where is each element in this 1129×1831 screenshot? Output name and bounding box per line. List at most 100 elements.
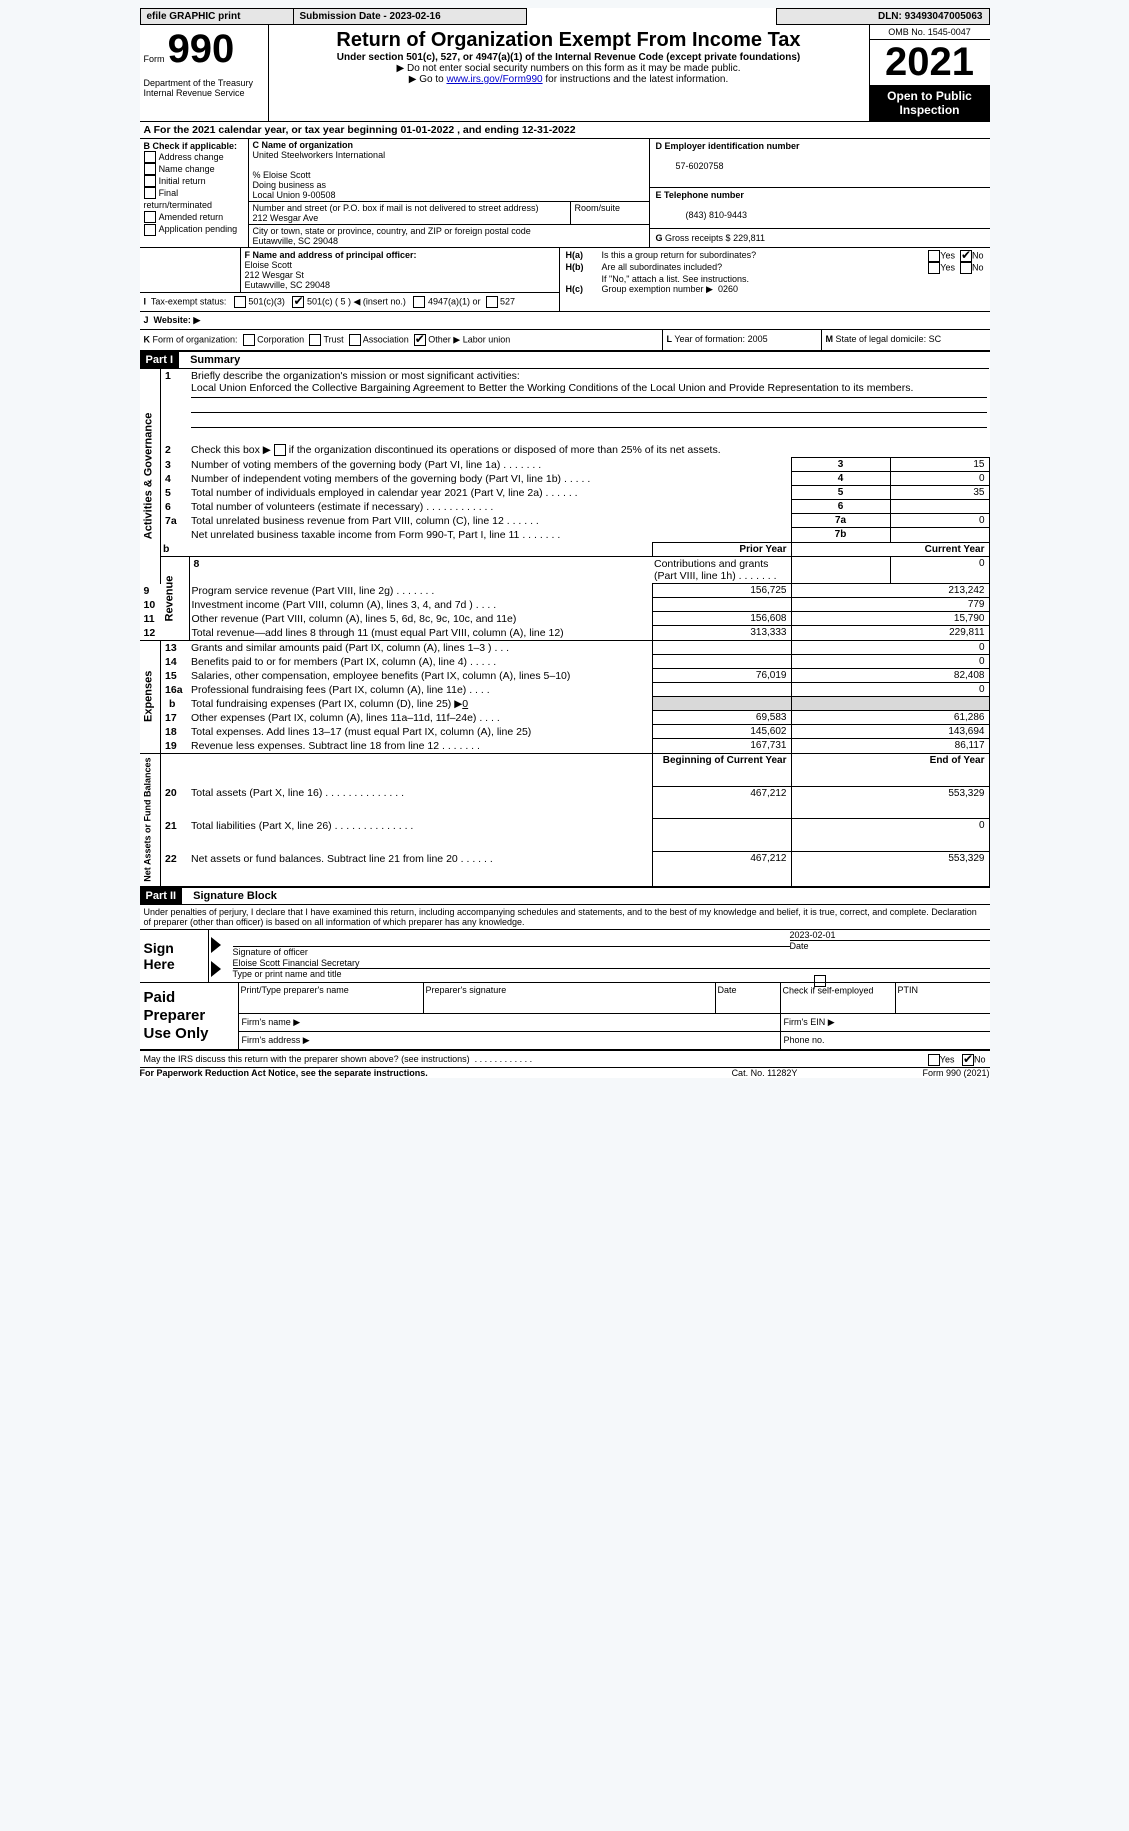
paid-preparer-block: Paid Preparer Use Only Print/Type prepar… [140,983,990,1051]
discuss-yes-box[interactable] [928,1054,940,1066]
org-name: United Steelworkers International [253,150,386,160]
h-a-yes-box[interactable] [928,250,940,262]
dept-treasury: Department of the Treasury Internal Reve… [144,78,264,98]
h-b-no-box[interactable] [960,262,972,274]
vlabel-revenue: Revenue [161,557,190,641]
sign-here-label: Sign Here [140,930,209,983]
box-b-item: Initial return [144,175,244,187]
h-b-yes-box[interactable] [928,262,940,274]
exp-row: 14Benefits paid to or for members (Part … [140,655,990,669]
officer-name: Eloise Scott [245,260,293,270]
footer-left: For Paperwork Reduction Act Notice, see … [140,1068,690,1078]
year-formation: 2005 [748,334,768,344]
exp-row: 16aProfessional fundraising fees (Part I… [140,683,990,697]
rev-row: 10Investment income (Part VIII, column (… [140,598,990,612]
sig-date-value: 2023-02-01 [790,930,990,941]
footer-mid: Cat. No. 11282Y [690,1068,840,1078]
vlabel-netassets: Net Assets or Fund Balances [140,753,161,887]
form-header: Form 990 Department of the Treasury Inte… [140,25,990,121]
form-number: 990 [168,27,235,71]
entity-block: B Check if applicable: Address change Na… [140,138,990,247]
sig-name-value: Eloise Scott Financial Secretary [233,958,990,969]
h-a-no-box[interactable] [960,250,972,262]
efile-label: efile GRAPHIC print [147,11,241,22]
part2-header: Part II Signature Block [140,888,990,904]
may-irs-row: May the IRS discuss this return with the… [140,1051,990,1068]
tax-exempt-text: Tax-exempt status: [151,296,227,306]
box-e-label: E Telephone number [656,190,744,200]
sig-date-label: Date [790,941,809,951]
form-word: Form [144,54,165,64]
box-b-item: Final return/terminated [144,187,244,211]
line1-text: Briefly describe the organization's miss… [191,370,520,382]
prep-sig-label: Preparer's signature [423,983,715,1014]
box-c-label: C Name of organization [253,140,354,150]
open-public: Open to Public Inspection [870,85,990,121]
h-b-note: If "No," attach a list. See instructions… [602,274,984,284]
box-m-label: M [826,334,834,344]
self-employed-box[interactable] [814,975,826,987]
h-a-text: Is this a group return for subordinates? [602,250,874,262]
omb-number: OMB No. 1545-0047 [870,25,990,40]
officer-block: F Name and address of principal officer:… [140,247,990,311]
ag-row: 4Number of independent voting members of… [140,472,990,486]
phone-value: (843) 810-9443 [656,210,748,220]
h-c-label: H(c) [566,284,602,295]
exp-row: 19Revenue less expenses. Subtract line 1… [140,739,990,754]
line-a: A For the 2021 calendar year, or tax yea… [140,121,990,138]
part1-header: Part I Summary [140,352,990,368]
top-bar: efile GRAPHIC print Submission Date - 20… [140,8,990,25]
box-b-item: Amended return [144,211,244,223]
dba-value: Local Union 9-00508 [253,190,336,200]
box-f-label: F Name and address of principal officer: [245,250,417,260]
rev-row: 9Program service revenue (Part VIII, lin… [140,584,990,598]
net-row: 22Net assets or fund balances. Subtract … [140,852,990,887]
h-a-label: H(a) [566,250,602,262]
state-domicile: SC [929,334,942,344]
exp-row: 15Salaries, other compensation, employee… [140,669,990,683]
ag-row: 5Total number of individuals employed in… [140,486,990,500]
phone-label: Phone no. [780,1031,990,1050]
prep-name-label: Print/Type preparer's name [238,983,423,1014]
sig-officer-label: Signature of officer [233,947,308,957]
perjury-declaration: Under penalties of perjury, I declare th… [140,904,990,930]
street-label: Number and street (or P.O. box if mail i… [253,203,539,213]
vlabel-expenses: Expenses [140,640,161,753]
vlabel-activities: Activities & Governance [140,369,161,584]
exp-row: 17Other expenses (Part IX, column (A), l… [140,711,990,725]
page-footer: For Paperwork Reduction Act Notice, see … [140,1068,990,1078]
care-of: % Eloise Scott [253,170,311,180]
box-b-item: Name change [144,163,244,175]
gross-receipts-value: 229,811 [733,233,765,243]
form-subtitle2: ▶ Do not enter social security numbers o… [277,63,861,74]
box-d-label: D Employer identification number [656,141,800,151]
prep-date-label: Date [715,983,780,1014]
h-c-val: 0260 [718,284,738,294]
tax-year: 2021 [870,40,990,85]
exp-row: 18Total expenses. Add lines 13–17 (must … [140,725,990,739]
city-label: City or town, state or province, country… [253,226,531,236]
form-subtitle1: Under section 501(c), 527, or 4947(a)(1)… [277,52,861,63]
rev-row: 12Total revenue—add lines 8 through 11 (… [140,626,990,641]
box-b-item: Address change [144,151,244,163]
dba-label: Doing business as [253,180,327,190]
officer-addr1: 212 Wesgar St [245,270,304,280]
discuss-no-box[interactable] [962,1054,974,1066]
box-b-label: B Check if applicable: [144,141,244,151]
ag-row: 3Number of voting members of the governi… [140,458,990,472]
form-title: Return of Organization Exempt From Incom… [277,29,861,52]
net-row: 21Total liabilities (Part X, line 26) . … [140,819,990,852]
goto-suffix: for instructions and the latest informat… [545,74,728,85]
net-row: 20Total assets (Part X, line 16) . . . .… [140,786,990,819]
firm-addr-label: Firm's address ▶ [238,1031,780,1050]
dln: DLN: 93493047005063 [878,11,983,22]
room-label: Room/suite [575,203,621,213]
ein-value: 57-6020758 [656,161,724,171]
box-i-label: I [144,296,147,306]
box-b-item: Application pending [144,223,244,235]
box-k-label: K [144,334,151,344]
irs-link[interactable]: www.irs.gov/Form990 [446,74,542,85]
klm-row: K Form of organization: Corporation Trus… [140,329,990,352]
box-g-label: G [656,233,663,243]
city-value: Eutawville, SC 29048 [253,236,339,246]
